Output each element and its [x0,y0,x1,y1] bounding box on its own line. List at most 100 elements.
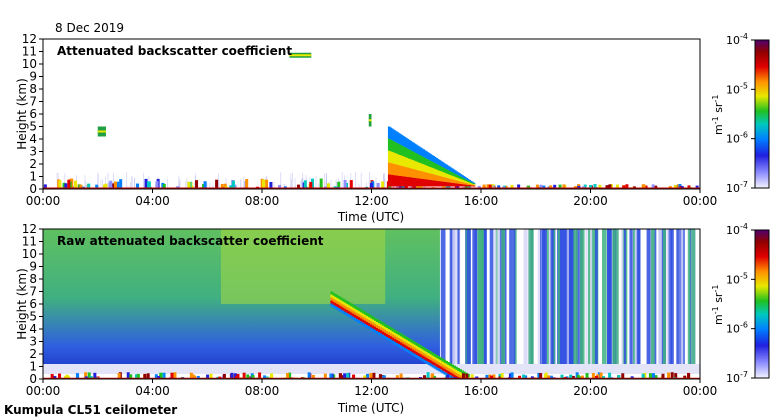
precip-cell [336,304,339,308]
noise-bright [220,229,386,304]
precip-cell [410,150,414,160]
precip-cell [393,335,397,339]
precip-cell [397,143,401,155]
aerosol-cell [426,372,430,379]
precip-cell [413,177,417,187]
aerosol-cell [349,180,353,189]
precip-cell [449,182,453,187]
precip-cell [370,321,373,325]
precip-cell [346,313,349,317]
precip-cell [399,342,403,346]
precip-cell [418,154,421,163]
precip-cell [422,149,425,157]
precip-cell [422,164,425,172]
precip-cell [439,366,443,370]
precip-cell [380,324,383,328]
precip-cell [378,332,381,336]
aerosol-cell [617,375,621,379]
precip-cell [429,357,433,361]
precip-cell [397,154,401,166]
precip-cell [393,141,397,153]
noise-column [498,229,504,367]
precip-cell [443,359,447,363]
precip-cell [406,138,410,149]
y-tick-label: 10 [22,247,37,261]
precip-cell [416,170,420,179]
noise-column [497,229,501,367]
precip-cell [393,332,397,336]
svg-text:m-1 sr-1: m-1 sr-1 [711,285,725,325]
precip-cell [374,329,377,333]
aerosol-cell [562,184,566,189]
aerosol-cell [288,372,292,379]
y-tick-label: 11 [22,45,37,59]
precip-cell [439,357,443,361]
haze-column [366,182,367,189]
aerosol-cell [87,183,91,189]
precip-cell [467,181,470,184]
precip-cell [431,167,434,174]
precip-cell [455,366,458,370]
precip-cell [456,183,460,187]
precip-cell [444,163,447,169]
precip-cell [411,349,415,353]
aerosol-cell [583,184,587,189]
precip-cell [415,345,419,349]
precip-cell [382,331,385,335]
precip-cell [387,335,391,339]
precip-cell [431,358,435,362]
aerosol-cell [518,375,522,379]
precip-cell [396,132,400,144]
aerosol-cell [108,182,112,189]
precip-cell [352,313,355,317]
aerosol-cell [116,181,120,189]
noise-column [523,229,528,367]
x-tick-label: 20:00 [573,194,608,208]
precip-cell [395,175,398,187]
precip-cell [457,380,460,383]
aerosol-cell [215,179,219,189]
precip-cell [464,178,467,181]
aerosol-cell [461,373,465,379]
precip-cell [429,160,433,168]
aerosol-cell [242,372,246,379]
precip-cell [389,127,392,140]
y-tick-label: 12 [22,32,37,46]
precip-cell [370,327,373,331]
precip-cell [401,340,405,344]
aerosol-cell [58,373,62,379]
precip-cell [437,359,441,363]
precip-cell [419,170,423,179]
aerosol-cell [597,372,601,379]
aerosol-cell [376,182,380,189]
precip-cell [435,363,439,367]
aerosol-cell [278,184,282,189]
precip-cell [453,368,456,372]
precip-cell [390,174,394,187]
precip-cell [439,171,443,177]
aerosol-cell [470,374,474,379]
y-tick-label: 7 [29,95,37,109]
precip-cell [465,177,469,180]
y-tick-label: 0 [29,182,37,196]
precip-cell [421,148,424,157]
precip-cell [433,180,437,187]
precip-cell [458,175,461,179]
noise-column [440,229,446,367]
precip-cell [426,152,430,160]
precip-cell [362,316,365,320]
y-tick-label: 10 [22,57,37,71]
precip-cell [427,359,431,363]
aerosol-cell [543,374,547,379]
precip-cell [458,181,461,184]
precip-cell [392,129,395,141]
precip-cell [389,139,392,152]
noise-column [512,229,516,367]
precip-cell [465,179,469,182]
noise-column [614,229,619,367]
precip-cell [416,145,420,154]
precip-cell [436,180,440,187]
precip-cell [413,152,417,161]
precip-cell [413,341,417,345]
aerosol-cell [565,376,569,379]
